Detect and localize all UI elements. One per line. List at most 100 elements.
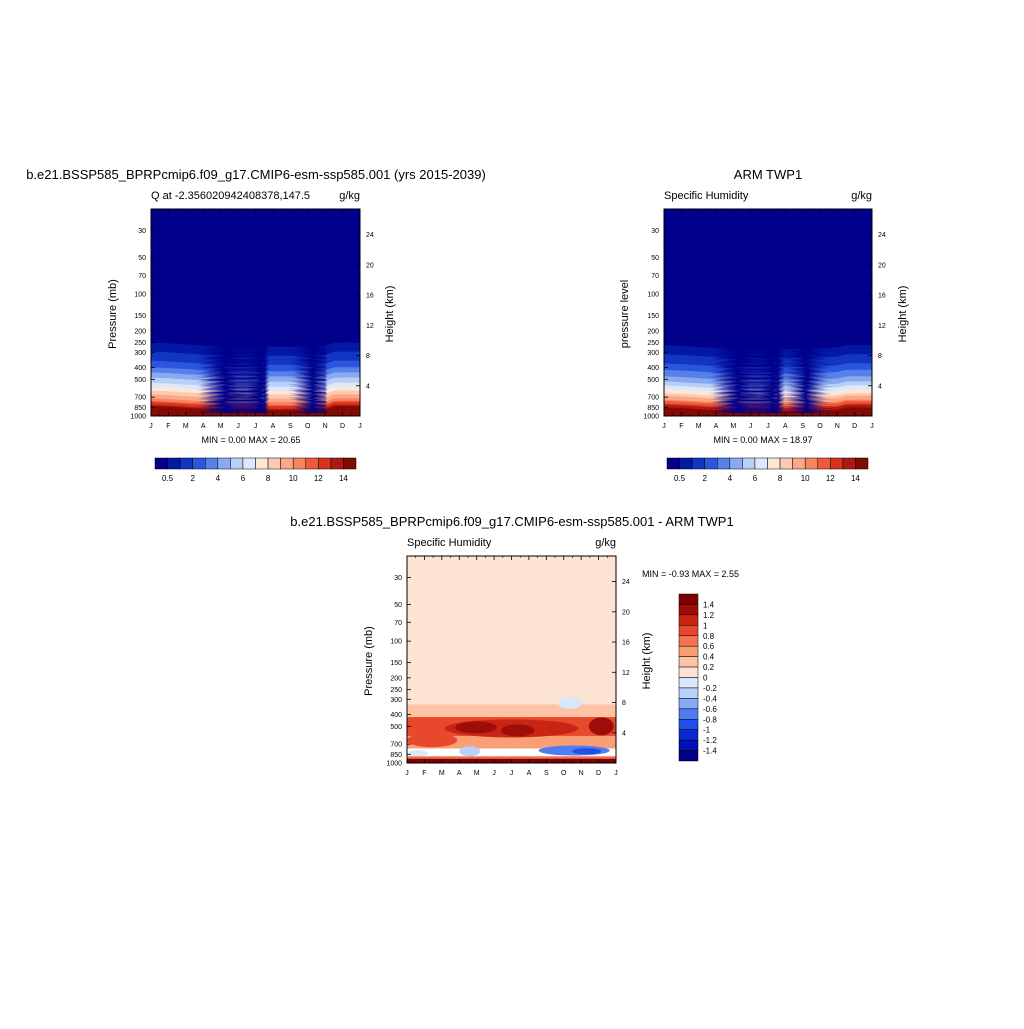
panel-model-pressure-tick-label: 850 — [134, 405, 146, 412]
panel-model-contour-band — [151, 387, 360, 395]
panel-diff-month-label: D — [596, 770, 601, 777]
panel-model-contour-band — [151, 363, 360, 370]
panel-obs-contour-band — [664, 400, 872, 407]
panel-obs-colorbar-box — [779, 457, 793, 470]
panel-obs-month-label: N — [835, 423, 840, 430]
panel-obs-contour-band — [664, 382, 872, 389]
panel-diff-subtitle: Specific Humidity — [407, 537, 492, 549]
panel-diff-colorbar: 1.41.210.80.60.40.20-0.2-0.4-0.6-0.8-1-1… — [678, 593, 717, 762]
panel-model-contour-band — [151, 350, 360, 357]
panel-model-contour-band — [151, 351, 360, 359]
panel-model-height-tick-label: 8 — [366, 353, 370, 360]
panel-diff-month-label: J — [510, 770, 514, 777]
panel-obs-contour-band — [664, 351, 872, 357]
panel-obs-colorbar-box — [792, 457, 806, 470]
panel-model-contour-band — [151, 377, 360, 385]
panel-model-contour-band — [151, 406, 360, 413]
panel-obs-contour-band — [664, 384, 872, 390]
panel-model-minmax: MIN = 0.00 MAX = 20.65 — [201, 435, 300, 445]
panel-diff-colorbar-label: -0.2 — [703, 684, 717, 693]
panel-model-height-tick-label: 12 — [366, 323, 374, 330]
panel-model-colorbar-box — [330, 457, 344, 470]
panel-model-contour-band — [151, 397, 360, 404]
panel-obs-colorbar-box — [717, 457, 731, 470]
panel-model-contour-band — [151, 371, 360, 378]
panel-model-colorbar-box — [217, 457, 231, 470]
panel-model-colorbar-box — [167, 457, 181, 470]
panel-obs-units: g/kg — [851, 190, 872, 202]
panel-model-contour-band — [151, 404, 360, 412]
panel-obs-colorbar-label: 4 — [728, 474, 733, 483]
panel-model-contour-band — [151, 389, 360, 396]
panel-diff-month-label: S — [544, 770, 549, 777]
panel-diff-pressure-tick-label: 50 — [394, 602, 402, 609]
panel-model-colorbar-label: 2 — [190, 474, 195, 483]
panel-model-contour-band — [151, 390, 360, 397]
panel-obs-colorbar: 0.5 2 4 6 8 10 12 14 — [666, 457, 869, 483]
panel-obs-month-label: J — [662, 423, 666, 430]
panel-obs-pressure-tick-label: 500 — [647, 377, 659, 384]
panel-model-pressure-tick-label: 400 — [134, 365, 146, 372]
panel-model-month-label: A — [271, 423, 276, 430]
panel-model-colorbar-box — [230, 457, 244, 470]
panel-model-height-tick-label: 16 — [366, 293, 374, 300]
panel-model-pressure-tick-label: 1000 — [130, 414, 146, 421]
panel-diff-month-label: O — [561, 770, 567, 777]
panel-diff-pressure-tick-label: 300 — [390, 697, 402, 704]
panel-model-colorbar-box — [255, 457, 269, 470]
panel-obs-month-label: M — [696, 423, 702, 430]
panel-model-contour-band — [151, 400, 360, 408]
panel-diff-colorbar-box — [678, 687, 699, 699]
panel-diff-title: b.e21.BSSP585_BPRPcmip6.f09_g17.CMIP6-es… — [290, 514, 733, 529]
panel-model-subtitle: Q at -2.3560209424083​78,147.5 — [151, 190, 310, 202]
panel-model-contour-band — [151, 374, 360, 382]
panel-diff-minimum — [572, 748, 602, 755]
panel-obs-contour-band — [664, 337, 872, 343]
panel-obs-contour-band — [664, 345, 872, 351]
panel-obs-height-tick-label: 4 — [878, 383, 882, 390]
panel-diff-colorbar-label: 0.2 — [703, 663, 715, 672]
panel-obs-contour-band — [664, 387, 872, 394]
panel-obs-contour-band — [664, 390, 872, 396]
panel-diff-minimum — [407, 750, 428, 757]
panel-model-pressure-tick-label: 30 — [138, 228, 146, 235]
panel-model-contour-band — [151, 407, 360, 414]
panel-diff-colorbar-label: -0.8 — [703, 715, 717, 724]
panel-obs-contour-band — [664, 343, 872, 350]
panel-obs-colorbar-box — [679, 457, 693, 470]
panel-obs-colorbar-box — [804, 457, 818, 470]
panel-obs-contour-band — [664, 364, 872, 370]
panel-model-colorbar-box — [343, 457, 357, 470]
panel-obs-colorbar-box — [729, 457, 743, 470]
panel-model-ylabel: Pressure (mb) — [107, 279, 119, 349]
panel-model-contour-band — [151, 380, 360, 387]
panel-model-month-label: N — [323, 423, 328, 430]
panel-model-colorbar-box — [205, 457, 219, 470]
panel-model-contour-band — [151, 386, 360, 394]
panel-obs-contour-band — [664, 385, 872, 391]
panel-obs-month-label: J — [749, 423, 753, 430]
panel-obs-contour-band — [664, 380, 872, 386]
panel-obs-contour-band — [664, 398, 872, 404]
panel-model-colorbar-box — [292, 457, 306, 470]
panel-model-month-label: J — [149, 423, 153, 430]
panel-model-colorbar-label: 12 — [314, 474, 323, 483]
panel-diff-colorbar-box — [678, 645, 699, 657]
panel-diff-minimum — [459, 746, 481, 757]
panel-model-colorbar-box — [242, 457, 256, 470]
panel-model-month-label: M — [218, 423, 224, 430]
panel-model-month-label: O — [305, 423, 311, 430]
panel-obs-contour-band — [664, 389, 872, 395]
panel-obs-colorbar-box — [830, 457, 844, 470]
panel-diff-colorbar-box — [678, 719, 699, 730]
panel-obs-pressure-tick-label: 250 — [647, 340, 659, 347]
panel-obs-pressure-tick-label: 400 — [647, 365, 659, 372]
panel-obs-subtitle: Specific Humidity — [664, 190, 749, 202]
panel-obs-month-label: A — [714, 423, 719, 430]
panel-model-title: b.e21.BSSP585_BPRPcmip6.f09_g17.CMIP6-es… — [26, 167, 486, 182]
panel-model-contour-band — [151, 352, 360, 360]
panel-obs-colorbar-label: 14 — [851, 474, 860, 483]
panel-model-contour-band — [151, 337, 360, 344]
panel-diff-colorbar-label: -1.2 — [703, 736, 717, 745]
